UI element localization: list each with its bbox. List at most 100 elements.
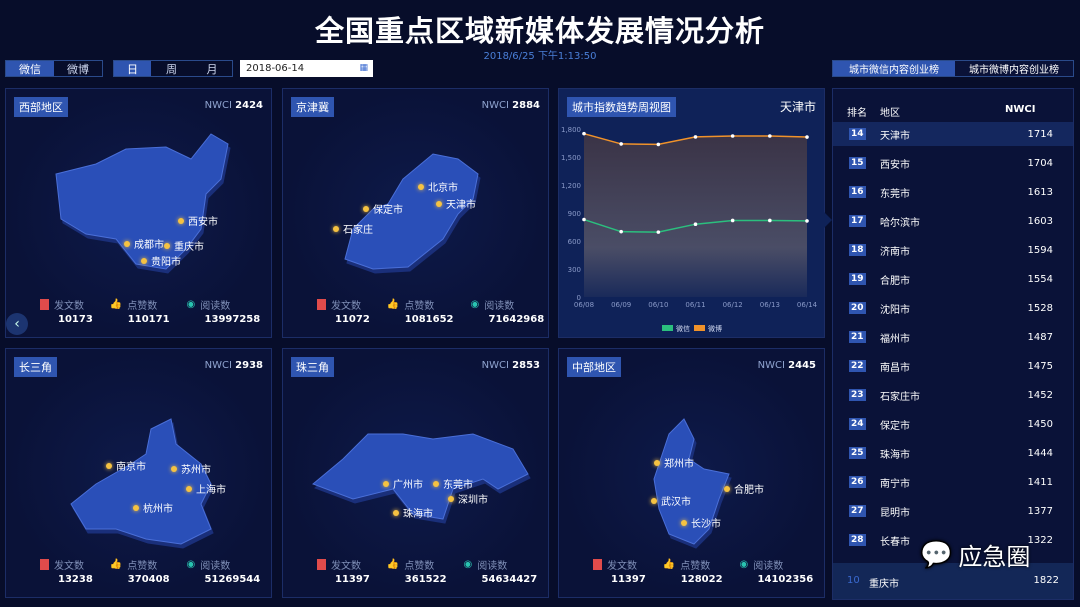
current-rank: 10 <box>847 575 860 586</box>
x-tick-label: 06/10 <box>648 301 668 309</box>
city-marker[interactable]: 深圳市 <box>448 491 488 506</box>
city-marker[interactable]: 东莞市 <box>433 476 473 491</box>
city-marker[interactable]: 天津市 <box>436 196 476 211</box>
ranking-row[interactable]: 17 哈尔滨市 1603 <box>833 209 1073 233</box>
city-marker[interactable]: 石家庄 <box>333 221 373 236</box>
city-dot <box>383 480 389 487</box>
rank-city: 沈阳市 <box>880 304 910 316</box>
region-map[interactable]: 北京市 保定市 天津市石家庄 <box>283 119 550 294</box>
ranking-row[interactable]: 27 昆明市 1377 <box>833 499 1073 523</box>
ranking-row[interactable]: 19 合肥市 1554 <box>833 267 1073 291</box>
rank-city: 长春市 <box>880 536 910 548</box>
city-dot <box>164 242 170 249</box>
city-marker[interactable]: 珠海市 <box>393 505 433 520</box>
tab-weixin-ranking[interactable]: 城市微信内容创业榜 <box>833 61 955 76</box>
nwci-value: 2424 <box>235 100 263 111</box>
likes-value: 1081652 <box>404 314 454 325</box>
nwci-label: NWCI <box>757 360 785 371</box>
eye-icon: ◉ <box>470 299 480 310</box>
region-shape <box>344 153 479 270</box>
current-city-row[interactable]: 10 重庆市 1822 <box>833 563 1073 599</box>
date-input[interactable]: 2018-06-14 ▦ <box>240 60 373 77</box>
city-marker[interactable]: 重庆市 <box>164 238 204 253</box>
ranking-row[interactable]: 22 南昌市 1475 <box>833 354 1073 378</box>
y-tick-label: 300 <box>568 266 581 274</box>
ranking-row[interactable]: 26 南宁市 1411 <box>833 470 1073 494</box>
data-point <box>619 229 623 234</box>
posts-label: 发文数 <box>54 301 84 312</box>
legend-label: 微信 <box>676 324 690 333</box>
region-shape <box>55 133 229 270</box>
ranking-row[interactable]: 28 长春市 1322 <box>833 528 1073 552</box>
document-icon <box>40 299 49 310</box>
city-dot <box>448 495 454 502</box>
ranking-row[interactable]: 18 济南市 1594 <box>833 238 1073 262</box>
tab-month[interactable]: 月 <box>206 62 218 76</box>
region-stats: 发文数 11397 👍 点赞数 128022 ◉ 阅读数 14102356 <box>593 557 813 585</box>
city-marker[interactable]: 郑州市 <box>654 455 694 470</box>
rank-city: 福州市 <box>880 333 910 345</box>
nwci-value: 2938 <box>235 360 263 371</box>
y-tick-label: 1,500 <box>561 154 581 162</box>
region-panel: 京津冀 NWCI 2884 北京市 保定市 天津市 石家庄 发文数 11072 👍 点赞数… <box>282 88 549 338</box>
city-marker[interactable]: 上海市 <box>186 481 226 496</box>
prev-button[interactable]: ‹ <box>6 313 28 335</box>
city-marker[interactable]: 北京市 <box>418 179 458 194</box>
city-label: 合肥市 <box>734 485 764 496</box>
city-marker[interactable]: 南京市 <box>106 458 146 473</box>
region-map[interactable]: 广州市 东莞市 深圳市 珠海市 <box>283 379 550 554</box>
rank-badge: 14 <box>849 128 866 140</box>
x-tick-label: 06/11 <box>685 301 705 309</box>
city-marker[interactable]: 成都市 <box>124 236 164 251</box>
city-label: 贵阳市 <box>151 257 181 268</box>
ranking-row[interactable]: 15 西安市 1704 <box>833 151 1073 175</box>
city-marker[interactable]: 武汉市 <box>651 493 691 508</box>
ranking-row[interactable]: 20 沈阳市 1528 <box>833 296 1073 320</box>
city-marker[interactable]: 西安市 <box>178 213 218 228</box>
ranking-row[interactable]: 14 天津市 1714 <box>833 122 1073 146</box>
document-icon <box>593 559 602 570</box>
city-dot <box>186 485 192 492</box>
city-marker[interactable]: 保定市 <box>363 201 403 216</box>
rank-badge: 25 <box>849 447 866 459</box>
tab-day[interactable]: 日 <box>114 61 151 76</box>
ranking-row[interactable]: 21 福州市 1487 <box>833 325 1073 349</box>
city-marker[interactable]: 贵阳市 <box>141 253 181 268</box>
region-map[interactable]: 南京市 苏州市上海市杭州市 <box>6 379 273 554</box>
pointer-arrow <box>824 212 832 228</box>
city-marker[interactable]: 杭州市 <box>133 500 173 515</box>
city-label: 长沙市 <box>691 519 721 530</box>
ranking-row[interactable]: 24 保定市 1450 <box>833 412 1073 436</box>
x-tick-label: 06/14 <box>797 301 818 309</box>
region-map[interactable]: 西安市 成都市 重庆市贵阳市 <box>6 119 273 294</box>
ranking-row[interactable]: 16 东莞市 1613 <box>833 180 1073 204</box>
city-marker[interactable]: 长沙市 <box>681 515 721 530</box>
header-nwci: NWCI <box>1005 104 1036 115</box>
likes-label: 点赞数 <box>680 561 711 572</box>
tab-week[interactable]: 周 <box>166 62 177 76</box>
tab-weixin[interactable]: 微信 <box>6 61 54 76</box>
tab-weibo[interactable]: 微博 <box>67 62 89 76</box>
ranking-tabs: 城市微信内容创业榜 城市微博内容创业榜 <box>832 60 1074 77</box>
calendar-icon[interactable]: ▦ <box>359 63 368 73</box>
city-marker[interactable]: 苏州市 <box>171 461 211 476</box>
city-dot <box>393 509 399 516</box>
x-tick-label: 06/08 <box>574 301 594 309</box>
rank-value: 1704 <box>1027 157 1053 169</box>
ranking-row[interactable]: 23 石家庄市 1452 <box>833 383 1073 407</box>
city-label: 南京市 <box>116 462 146 473</box>
region-map[interactable]: 郑州市合肥市武汉市 长沙市 <box>559 379 826 554</box>
data-point <box>730 218 735 223</box>
city-marker[interactable]: 广州市 <box>383 476 423 491</box>
city-label: 杭州市 <box>143 504 173 515</box>
rank-city: 西安市 <box>880 159 910 171</box>
document-icon <box>40 559 49 570</box>
likes-value: 370408 <box>127 574 170 585</box>
tab-weibo-ranking[interactable]: 城市微博内容创业榜 <box>955 61 1073 76</box>
city-label: 苏州市 <box>181 465 211 476</box>
nwci-value: 2445 <box>788 360 816 371</box>
ranking-row[interactable]: 25 珠海市 1444 <box>833 441 1073 465</box>
city-dot <box>681 519 687 526</box>
region-shape <box>70 418 212 545</box>
city-marker[interactable]: 合肥市 <box>724 481 764 496</box>
